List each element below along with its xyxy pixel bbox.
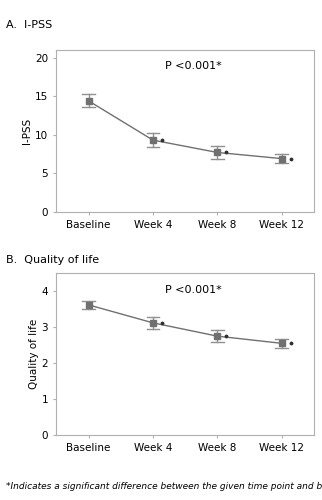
Text: B.  Quality of life: B. Quality of life (6, 255, 99, 265)
Text: A.  I-PSS: A. I-PSS (6, 20, 53, 30)
Y-axis label: I-PSS: I-PSS (22, 118, 32, 144)
Text: P <0.001*: P <0.001* (165, 284, 221, 294)
Text: *Indicates a significant difference between the given time point and baseline, P: *Indicates a significant difference betw… (6, 482, 322, 491)
Text: P <0.001*: P <0.001* (165, 62, 221, 72)
Y-axis label: Quality of life: Quality of life (29, 319, 39, 389)
